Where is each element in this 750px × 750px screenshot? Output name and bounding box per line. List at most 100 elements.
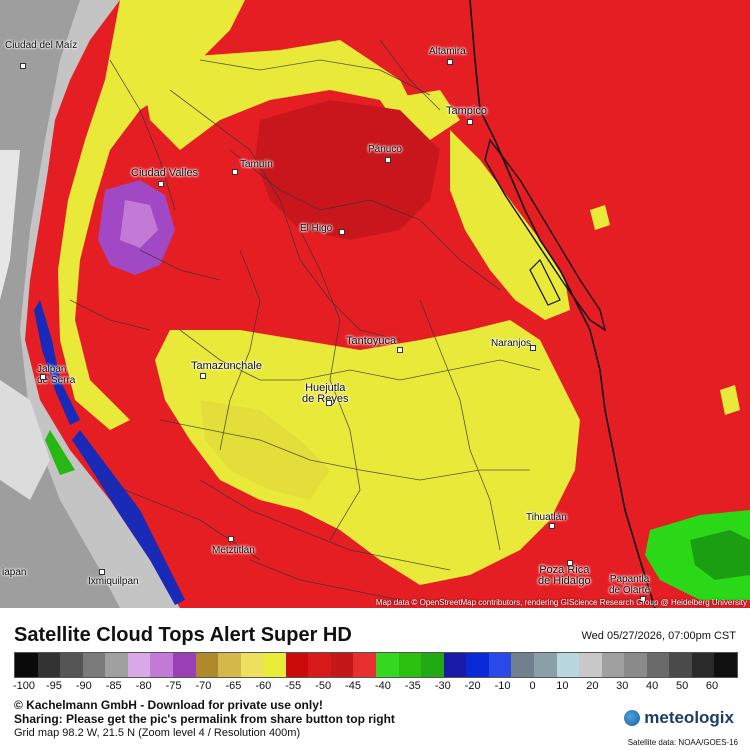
sharing-text: Sharing: Please get the pic's permalink … xyxy=(14,712,395,726)
city-marker xyxy=(640,596,646,602)
city-label-jalpan-de-serra: Jalpan de Serra xyxy=(37,364,76,386)
city-marker xyxy=(40,374,46,380)
tick-label: -65 xyxy=(225,680,242,692)
color-swatch xyxy=(195,653,219,677)
legend-title: Satellite Cloud Tops Alert Super HD xyxy=(14,624,352,646)
city-label-panuco: Pánuco xyxy=(368,144,402,155)
color-swatch xyxy=(240,653,264,677)
city-label-tantoyuca: Tantoyuca xyxy=(346,335,397,347)
tick-label: -10 xyxy=(494,680,511,692)
tick-label: -30 xyxy=(434,680,451,692)
logo-text: meteologix xyxy=(644,708,734,727)
city-label-huejutla-de-reyes: Huejutla de Reyes xyxy=(302,382,349,405)
color-swatch xyxy=(82,653,106,677)
city-marker xyxy=(99,569,105,575)
color-swatch xyxy=(443,653,467,677)
city-label-papantla: Papantla de Olarte xyxy=(609,574,651,596)
globe-icon xyxy=(624,710,641,726)
tick-label: -75 xyxy=(165,680,182,692)
color-swatch xyxy=(172,653,196,677)
city-label-metztitlan: Metztitlán xyxy=(212,545,255,556)
color-scale-bar xyxy=(14,652,738,678)
copyright-text: © Kachelmann GmbH - Download for private… xyxy=(14,698,323,712)
color-swatch xyxy=(105,653,128,677)
city-label-ciudad-del-maiz: Ciudad del Maíz xyxy=(5,40,78,51)
city-marker xyxy=(228,536,234,542)
city-marker xyxy=(158,181,164,187)
color-swatch xyxy=(60,653,83,677)
color-swatch xyxy=(466,653,489,677)
color-swatch xyxy=(353,653,376,677)
city-marker xyxy=(530,345,536,351)
city-marker xyxy=(397,347,403,353)
tick-label: -90 xyxy=(75,680,92,692)
tick-label: -40 xyxy=(375,680,391,692)
city-marker xyxy=(567,560,573,566)
color-swatch xyxy=(376,653,399,677)
color-swatch xyxy=(488,653,512,677)
city-label-tamazunchale: Tamazunchale xyxy=(191,360,262,372)
tick-label: -60 xyxy=(255,680,272,692)
city-marker xyxy=(339,229,345,235)
tick-label: 20 xyxy=(586,680,599,692)
color-swatch xyxy=(601,653,625,677)
color-swatch xyxy=(646,653,670,677)
color-swatch xyxy=(421,653,444,677)
color-swatch xyxy=(624,653,647,677)
color-swatch xyxy=(37,653,61,677)
city-marker xyxy=(549,523,555,529)
satellite-map[interactable]: Ciudad del Maíz Altamira Tampico Pánuco … xyxy=(0,0,750,608)
city-marker xyxy=(385,157,391,163)
city-marker xyxy=(467,119,473,125)
legend-datetime: Wed 05/27/2026, 07:00pm CST xyxy=(581,630,736,642)
tick-label: -50 xyxy=(315,680,332,692)
city-marker xyxy=(200,373,206,379)
city-label-iapan: iapan xyxy=(2,567,27,578)
tick-label: -20 xyxy=(464,680,481,692)
tick-label: -70 xyxy=(195,680,212,692)
tick-label: 30 xyxy=(616,680,629,692)
color-swatch xyxy=(669,653,692,677)
tick-label: -55 xyxy=(285,680,302,692)
color-swatch xyxy=(511,653,534,677)
tick-label: -45 xyxy=(345,680,361,692)
city-label-naranjos: Naranjos xyxy=(491,338,532,349)
tick-label: 60 xyxy=(705,680,719,692)
tick-label: -80 xyxy=(135,680,152,692)
color-swatch xyxy=(150,653,173,677)
meteologix-logo[interactable]: meteologix xyxy=(624,708,734,728)
tick-label: 0 xyxy=(529,680,536,692)
tick-label: 40 xyxy=(646,680,659,692)
color-swatch xyxy=(308,653,331,677)
city-label-el-higo: El Higo xyxy=(300,223,333,234)
satellite-source: Satellite data: NOAA/GOES-16 xyxy=(627,738,738,747)
color-swatch xyxy=(556,653,580,677)
city-label-poza-rica: Poza Rica de Hidalgo xyxy=(538,564,591,587)
color-swatch xyxy=(533,653,557,677)
city-label-ixmiquilpan: Ixmiquilpan xyxy=(88,576,139,587)
color-swatch xyxy=(691,653,715,677)
tick-label: -35 xyxy=(404,680,421,692)
color-swatch xyxy=(263,653,286,677)
color-swatch xyxy=(218,653,241,677)
city-label-tampico: Tampico xyxy=(446,105,487,117)
tick-label: 50 xyxy=(675,680,689,692)
grid-info-text: Grid map 98.2 W, 21.5 N (Zoom level 4 / … xyxy=(14,727,301,739)
tick-label: -100 xyxy=(12,680,36,692)
city-label-tihuatlan: Tihuatlán xyxy=(526,512,567,523)
city-marker xyxy=(447,59,453,65)
color-swatch xyxy=(285,653,309,677)
color-scale-ticks: -100 -95 -90 -85 -80 -75 -70 -65 -60 -55 -50 -45 -40… xyxy=(0,680,750,694)
color-swatch xyxy=(398,653,422,677)
city-label-altamira: Altamira xyxy=(429,46,466,57)
city-marker xyxy=(20,63,26,69)
color-swatch xyxy=(15,653,38,677)
map-attribution: Map data © OpenStreetMap contributors, r… xyxy=(375,598,747,607)
city-label-tamuin: Tamuín xyxy=(240,159,273,170)
color-swatch xyxy=(330,653,354,677)
color-swatch xyxy=(714,653,737,677)
tick-label: -95 xyxy=(45,680,62,692)
color-swatch xyxy=(579,653,602,677)
map-raster xyxy=(0,0,750,608)
city-marker xyxy=(232,169,238,175)
